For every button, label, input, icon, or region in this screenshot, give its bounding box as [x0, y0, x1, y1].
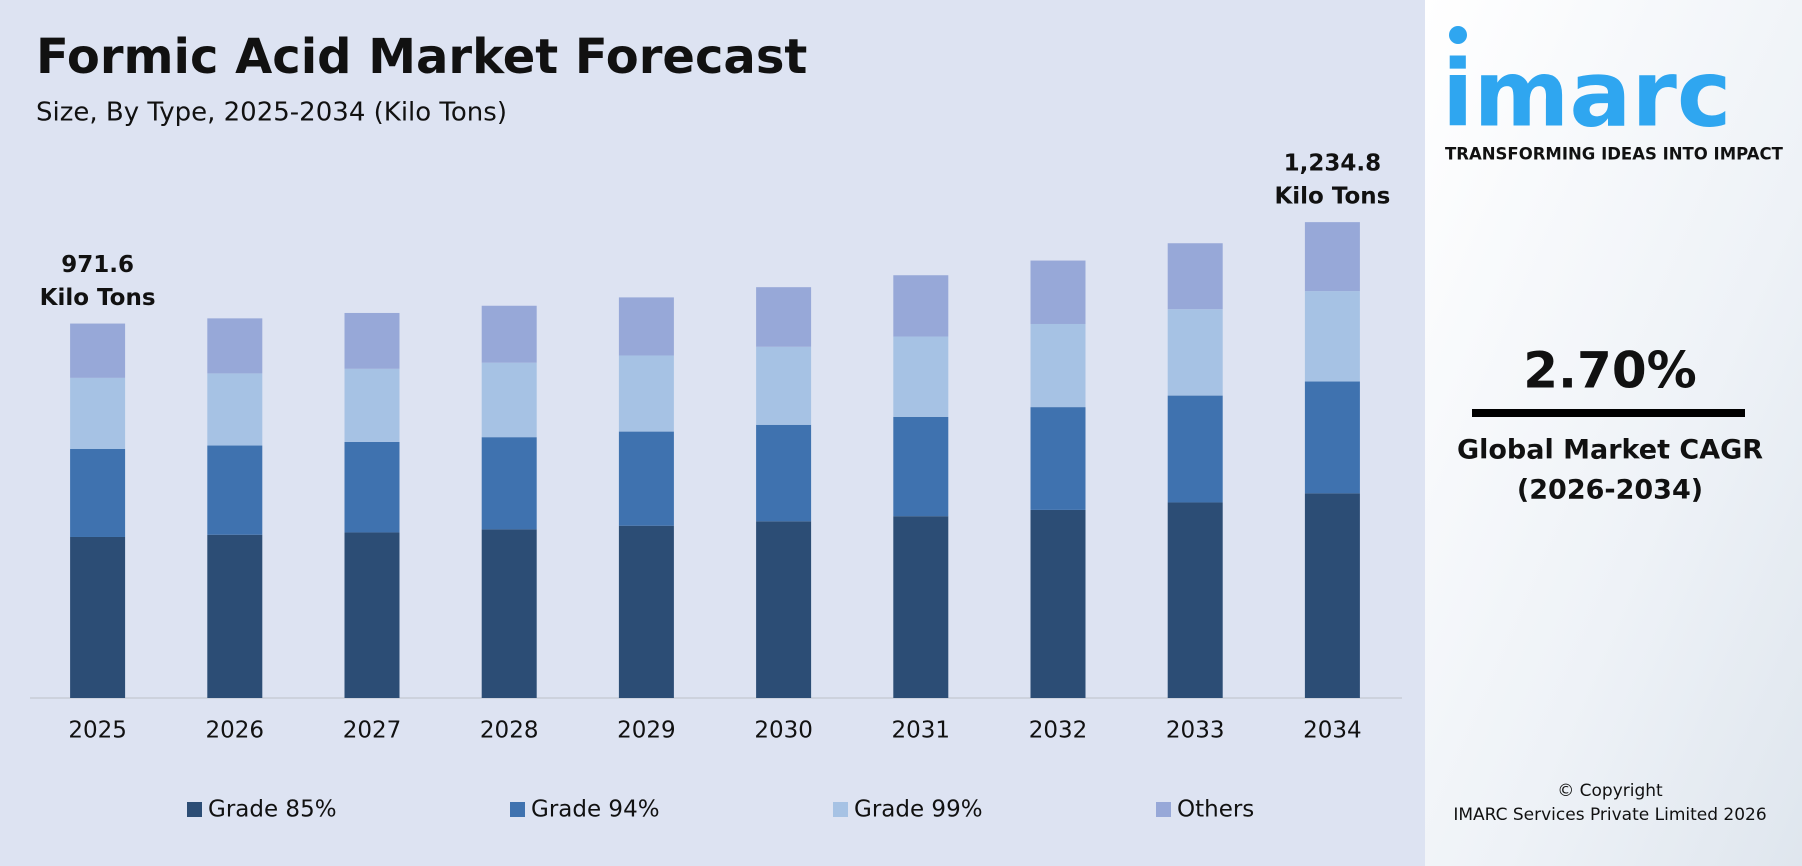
cagr-value: 2.70%	[1523, 342, 1696, 400]
bar-segment	[618, 525, 674, 698]
x-tick-label: 2030	[754, 718, 813, 744]
x-tick-label: 2026	[206, 718, 265, 744]
bar-segment	[207, 373, 263, 446]
chart-title: Formic Acid Market Forecast	[36, 29, 807, 85]
bar-segment	[70, 449, 126, 537]
x-tick-label: 2034	[1303, 718, 1362, 744]
bar-segment	[893, 275, 949, 337]
x-tick-label: 2031	[892, 718, 951, 744]
bar-segment	[1167, 395, 1223, 503]
bar-segment	[1030, 407, 1086, 510]
bar-segment	[1030, 323, 1086, 408]
bar-segment	[207, 318, 263, 374]
bar-segment	[1030, 260, 1086, 324]
bar-segment	[1167, 243, 1223, 310]
bar-segment	[344, 441, 400, 533]
bar-segment	[618, 297, 674, 356]
total-annotation: 971.6	[61, 252, 134, 278]
copyright-holder: IMARC Services Private Limited 2026	[1453, 805, 1766, 825]
bar-segment	[481, 529, 537, 698]
cagr-label: Global Market CAGR	[1457, 435, 1763, 466]
bar-segment	[481, 437, 537, 530]
bar-segment	[70, 323, 126, 378]
legend-label: Grade 94%	[531, 797, 660, 823]
bar-segment	[344, 312, 400, 369]
bar-segment	[756, 424, 812, 522]
legend-swatch	[833, 802, 848, 817]
x-tick-label: 2029	[617, 718, 676, 744]
bar-segment	[207, 445, 263, 535]
bar-segment	[481, 305, 537, 363]
bar-segment	[70, 377, 126, 450]
x-tick-label: 2032	[1029, 718, 1088, 744]
bar-segment	[1030, 509, 1086, 698]
bar-segment	[207, 534, 263, 698]
legend-swatch	[510, 802, 525, 817]
bar-segment	[70, 536, 126, 698]
bar-segment	[893, 336, 949, 417]
bar-segment	[756, 287, 812, 347]
x-tick-label: 2025	[68, 718, 127, 744]
copyright: © Copyright	[1557, 781, 1663, 801]
bar-segment	[1304, 222, 1360, 292]
total-annotation: 1,234.8	[1284, 151, 1382, 177]
sidebar-background	[1425, 0, 1802, 866]
legend-label: Grade 99%	[854, 797, 983, 823]
bar-segment	[618, 431, 674, 526]
legend-label: Grade 85%	[208, 797, 337, 823]
x-tick-label: 2027	[343, 718, 402, 744]
total-annotation: Kilo Tons	[1274, 184, 1390, 210]
bar-segment	[1304, 291, 1360, 382]
bar-segment	[344, 532, 400, 698]
chart-subtitle: Size, By Type, 2025-2034 (Kilo Tons)	[36, 98, 507, 128]
bar-segment	[481, 362, 537, 438]
bar-segment	[756, 346, 812, 425]
tagline: TRANSFORMING IDEAS INTO IMPACT	[1445, 145, 1784, 164]
bar-segment	[1304, 493, 1360, 698]
legend-swatch	[187, 802, 202, 817]
bar-segment	[893, 516, 949, 698]
logo-dot	[1449, 26, 1467, 44]
bar-segment	[344, 368, 400, 442]
cagr-period: (2026-2034)	[1517, 475, 1703, 506]
logo: imarc	[1442, 40, 1731, 147]
x-tick-label: 2033	[1166, 718, 1225, 744]
legend-swatch	[1156, 802, 1171, 817]
bar-segment	[618, 355, 674, 432]
total-annotation: Kilo Tons	[40, 285, 156, 311]
legend-label: Others	[1177, 797, 1254, 823]
bar-segment	[1167, 502, 1223, 698]
bar-segment	[1304, 381, 1360, 494]
bar-segment	[893, 416, 949, 517]
bar-segment	[1167, 309, 1223, 396]
x-tick-label: 2028	[480, 718, 539, 744]
bar-segment	[756, 521, 812, 698]
